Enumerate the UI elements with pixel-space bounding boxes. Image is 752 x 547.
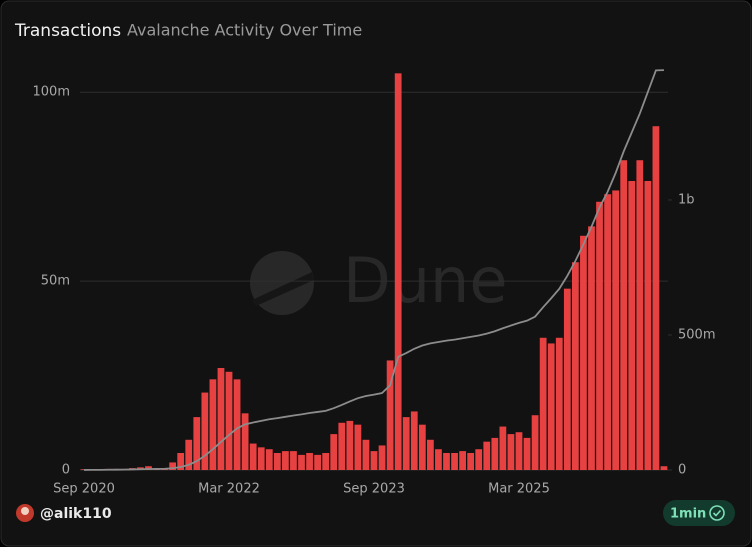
bar (217, 368, 225, 470)
bar (298, 454, 305, 470)
bar (580, 235, 587, 470)
y2-tick-label: 0 (678, 463, 686, 478)
bar (402, 417, 410, 470)
check-icon (709, 505, 725, 521)
user-handle[interactable]: @alik110 (40, 506, 112, 522)
bar (265, 449, 273, 470)
bar (386, 360, 394, 470)
bar (233, 379, 241, 470)
chart-title: Transactions (14, 21, 121, 41)
bar (507, 434, 515, 470)
bar (185, 439, 193, 470)
check-mark (712, 509, 722, 517)
bar (394, 73, 402, 470)
bar (612, 190, 620, 470)
bar (636, 160, 644, 470)
bar (418, 424, 426, 470)
bar (209, 379, 217, 470)
bar (588, 226, 595, 470)
bar (249, 443, 257, 470)
y-tick-label: 50m (41, 274, 70, 289)
bar (531, 415, 539, 470)
bar (459, 451, 466, 470)
y-tick-label: 0 (62, 463, 70, 478)
y2-tick-label: 500m (678, 327, 715, 342)
bar (571, 262, 579, 470)
bar (451, 453, 458, 470)
bar (201, 392, 209, 470)
bar (443, 453, 450, 470)
bar (330, 434, 338, 470)
bar (491, 437, 499, 470)
bar (273, 453, 281, 470)
chart-subtitle: Avalanche Activity Over Time (127, 21, 362, 40)
bar (547, 343, 555, 470)
bar (169, 462, 177, 470)
watermark-text: Dune (343, 244, 507, 317)
bar (193, 417, 201, 470)
bar (539, 337, 547, 470)
bar (177, 453, 185, 470)
bar (555, 337, 563, 470)
plot: 0 50m 100m 0 500m 1b Sep 2020 Mar 2022 Sep 2023 M… (33, 69, 715, 497)
x-tick-label: Sep 2020 (53, 482, 115, 497)
bar (467, 453, 475, 470)
x-tick-label: Mar 2022 (198, 482, 260, 497)
bar (435, 449, 442, 470)
bar (354, 424, 362, 470)
x-tick-label: Sep 2023 (343, 482, 405, 497)
bar (378, 445, 386, 470)
bar (660, 466, 668, 470)
bar (80, 469, 88, 470)
line (84, 69, 665, 471)
bar (628, 181, 636, 470)
bar (596, 201, 603, 470)
bar (483, 441, 491, 470)
x-tick-label: Mar 2025 (488, 482, 550, 497)
bar (338, 422, 346, 470)
bar (346, 420, 354, 470)
watermark: Dune (250, 244, 507, 317)
avatar-face (21, 507, 29, 515)
bar (604, 194, 611, 470)
y-tick-label: 100m (33, 85, 70, 100)
bar (475, 449, 483, 470)
bar (241, 413, 249, 470)
bar (290, 451, 297, 470)
bar (410, 411, 418, 470)
bar (652, 126, 660, 470)
bar (523, 437, 531, 470)
refresh-label: 1min (670, 507, 706, 522)
bar (314, 454, 321, 470)
bar (370, 451, 378, 470)
y2-tick-label: 1b (678, 192, 695, 207)
bar (644, 181, 652, 470)
watermark-logo-stripe (252, 272, 314, 306)
bar (282, 451, 289, 470)
bar (322, 453, 330, 470)
bar (427, 439, 434, 470)
bar (515, 432, 523, 470)
bar (620, 160, 628, 470)
bar (257, 447, 265, 470)
bar (225, 371, 233, 470)
bar (362, 439, 370, 470)
bar (563, 288, 571, 470)
bar (306, 453, 313, 470)
bar (499, 426, 507, 470)
